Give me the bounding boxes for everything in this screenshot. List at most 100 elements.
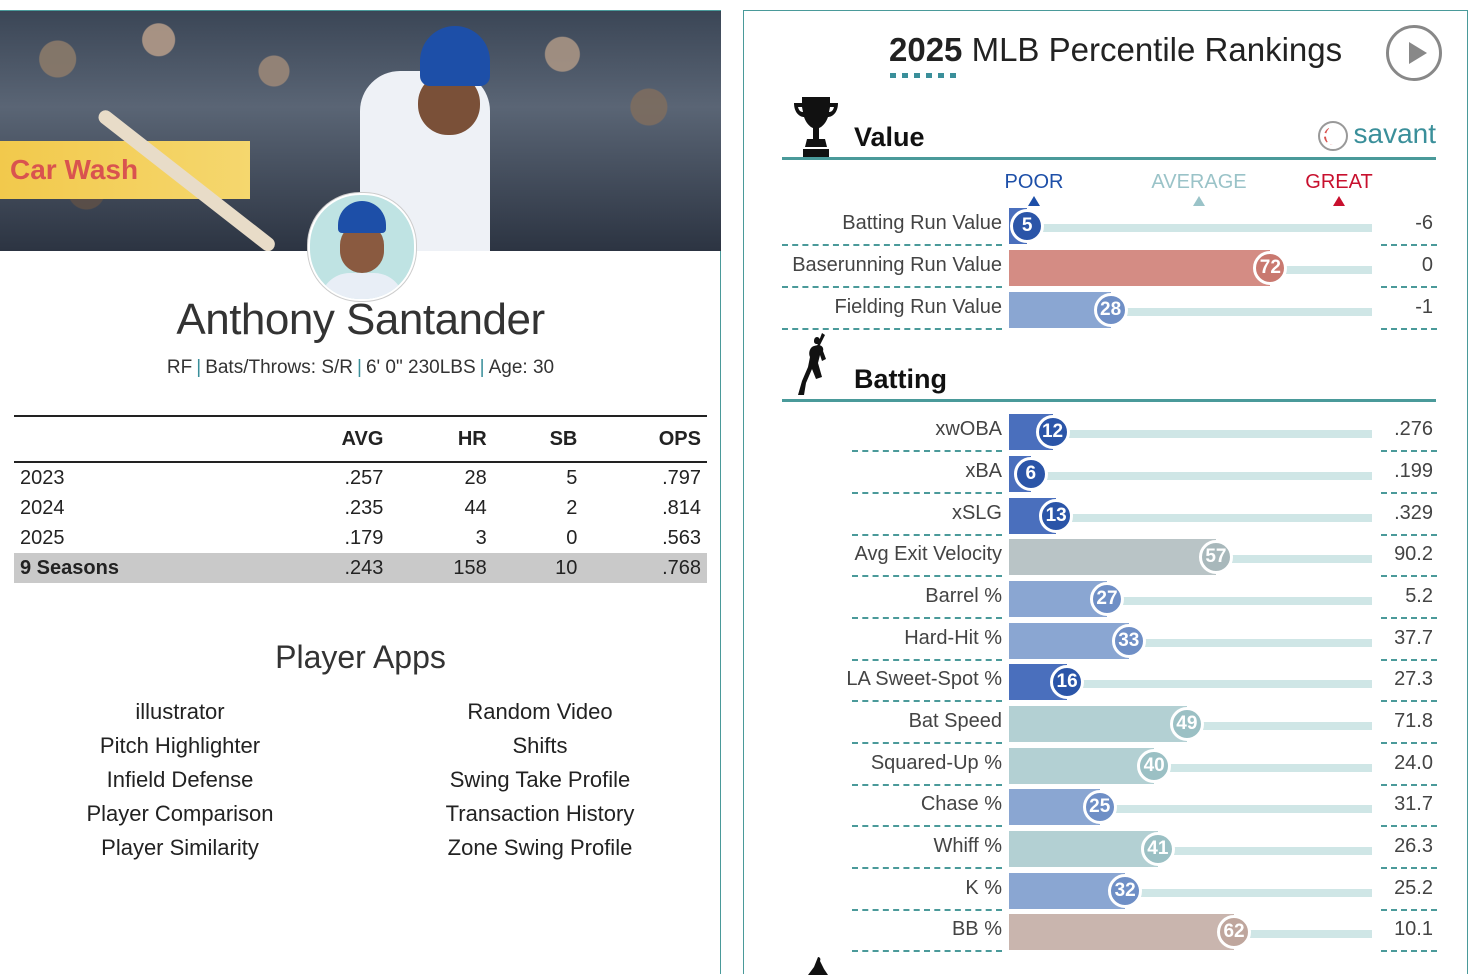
divider (852, 617, 1002, 619)
divider (852, 784, 1002, 786)
metric-row[interactable]: 5 Batting Run Value -6 (744, 208, 1469, 248)
player-size: 6' 0" 230LBS (365, 357, 476, 378)
divider (782, 286, 1002, 288)
metric-name[interactable]: Squared-Up % (870, 752, 1002, 774)
rankings-year[interactable]: 2025 (889, 31, 963, 68)
app-link-shifts[interactable]: Shifts (512, 733, 568, 758)
pitcher-icon (808, 957, 828, 975)
metric-value: 5.2 (1405, 585, 1433, 607)
app-link-zone-swing-profile[interactable]: Zone Swing Profile (447, 835, 633, 860)
metric-row[interactable]: 13 xSLG .329 (744, 498, 1469, 538)
metric-name[interactable]: xwOBA (935, 418, 1002, 440)
baseball-icon (1317, 121, 1348, 151)
metric-row[interactable]: 41 Whiff % 26.3 (744, 831, 1469, 871)
percentile-bubble[interactable]: 33 (1111, 624, 1146, 658)
metric-row[interactable]: 6 xBA .199 (744, 456, 1469, 496)
app-link-random-video[interactable]: Random Video (467, 699, 613, 724)
percentile-bubble[interactable]: 5 (1010, 209, 1045, 243)
metric-value: 24.0 (1394, 752, 1433, 774)
metric-value: 71.8 (1394, 710, 1433, 732)
divider (852, 450, 1002, 452)
app-link-pitch-highlighter[interactable]: Pitch Highlighter (99, 733, 261, 758)
percentile-bubble[interactable]: 16 (1050, 665, 1085, 699)
col-header-hr[interactable]: HR (389, 415, 493, 463)
metric-name[interactable]: LA Sweet-Spot % (846, 668, 1002, 690)
app-link-infield-defense[interactable]: Infield Defense (106, 767, 254, 792)
col-header-sb[interactable]: SB (492, 415, 584, 463)
savant-brand[interactable]: savant (1317, 118, 1436, 151)
cell: .179 (344, 526, 384, 549)
metric-row[interactable]: 57 Avg Exit Velocity 90.2 (744, 539, 1469, 579)
percentile-bar (1009, 706, 1187, 742)
metric-row[interactable]: 28 Fielding Run Value -1 (744, 292, 1469, 332)
percentile-bubble[interactable]: 25 (1082, 790, 1117, 824)
cell: .563 (662, 526, 701, 549)
table-row: 2023 .257 28 5 .797 (14, 462, 707, 493)
metric-row[interactable]: 72 Baserunning Run Value 0 (744, 250, 1469, 290)
percentile-bubble[interactable]: 41 (1140, 832, 1175, 866)
metric-value: 0 (1421, 254, 1433, 276)
section-value: Value savant (782, 95, 1436, 160)
batter-icon (798, 333, 826, 395)
cell: 3 (475, 526, 487, 549)
cell: .814 (662, 496, 701, 519)
percentile-bubble[interactable]: 49 (1169, 707, 1204, 741)
metric-name[interactable]: Avg Exit Velocity (854, 543, 1002, 565)
divider (1381, 575, 1437, 577)
metric-row[interactable]: 16 LA Sweet-Spot % 27.3 (744, 664, 1469, 704)
player-info: RF | Bats/Throws: S/R | 6' 0" 230LBS | Age: 30 (0, 357, 721, 379)
metric-value: 26.3 (1394, 835, 1433, 857)
metric-value: .329 (1394, 502, 1433, 524)
metric-name[interactable]: xSLG (951, 502, 1002, 524)
percentile-bubble[interactable]: 72 (1253, 251, 1288, 285)
metric-name[interactable]: Batting Run Value (842, 212, 1002, 234)
percentile-track (1009, 514, 1372, 522)
year-dropdown-indicator[interactable] (890, 73, 962, 78)
percentile-bubble[interactable]: 6 (1013, 457, 1048, 491)
metric-name[interactable]: Whiff % (933, 835, 1002, 857)
cell: .235 (344, 496, 384, 519)
percentile-bubble[interactable]: 40 (1137, 749, 1172, 783)
metric-name[interactable]: Baserunning Run Value (792, 254, 1002, 276)
divider (1381, 328, 1437, 330)
metric-name[interactable]: BB % (951, 918, 1002, 940)
percentile-bubble[interactable]: 32 (1108, 874, 1143, 908)
percentile-bar (1009, 748, 1155, 784)
metric-name[interactable]: K % (965, 877, 1002, 899)
metric-row[interactable]: 33 Hard-Hit % 37.7 (744, 623, 1469, 663)
percentile-bubble[interactable]: 12 (1035, 415, 1070, 449)
metric-name[interactable]: Fielding Run Value (834, 296, 1002, 318)
app-link-swing-take-profile[interactable]: Swing Take Profile (449, 767, 631, 792)
percentile-bubble[interactable]: 28 (1093, 293, 1128, 327)
metric-name[interactable]: Barrel % (925, 585, 1002, 607)
metric-row[interactable]: 32 K % 25.2 (744, 873, 1469, 913)
metric-row[interactable]: 27 Barrel % 5.2 (744, 581, 1469, 621)
player-bats-throws: Bats/Throws: S/R (205, 357, 354, 378)
percentile-bubble[interactable]: 13 (1039, 499, 1074, 533)
metric-name[interactable]: Hard-Hit % (904, 627, 1002, 649)
app-link-transaction-history[interactable]: Transaction History (445, 801, 635, 826)
app-link-illustrator[interactable]: illustrator (135, 699, 225, 724)
metric-row[interactable]: 12 xwOBA .276 (744, 414, 1469, 454)
app-link-player-comparison[interactable]: Player Comparison (86, 801, 274, 826)
divider (852, 575, 1002, 577)
metric-row[interactable]: 40 Squared-Up % 24.0 (744, 748, 1469, 788)
metric-row[interactable]: 49 Bat Speed 71.8 (744, 706, 1469, 746)
col-header-avg[interactable]: AVG (266, 415, 390, 463)
metric-name[interactable]: Bat Speed (908, 710, 1002, 732)
play-icon[interactable] (1386, 25, 1442, 81)
percentile-bubble[interactable]: 62 (1217, 915, 1252, 949)
table-row: 2025 .179 3 0 .563 (14, 523, 707, 553)
percentile-track (1009, 308, 1372, 316)
metric-row[interactable]: 25 Chase % 31.7 (744, 789, 1469, 829)
app-link-player-similarity[interactable]: Player Similarity (101, 835, 259, 860)
col-header-ops[interactable]: OPS (583, 415, 707, 463)
metric-name[interactable]: Chase % (920, 793, 1002, 815)
percentile-bubble[interactable]: 57 (1198, 540, 1233, 574)
divider (852, 492, 1002, 494)
metric-name[interactable]: xBA (965, 460, 1002, 482)
percentile-bar (1009, 623, 1129, 659)
percentile-bubble[interactable]: 27 (1090, 582, 1124, 616)
scale-poor-label: POOR (1004, 171, 1064, 193)
metric-row[interactable]: 62 BB % 10.1 (744, 914, 1469, 954)
